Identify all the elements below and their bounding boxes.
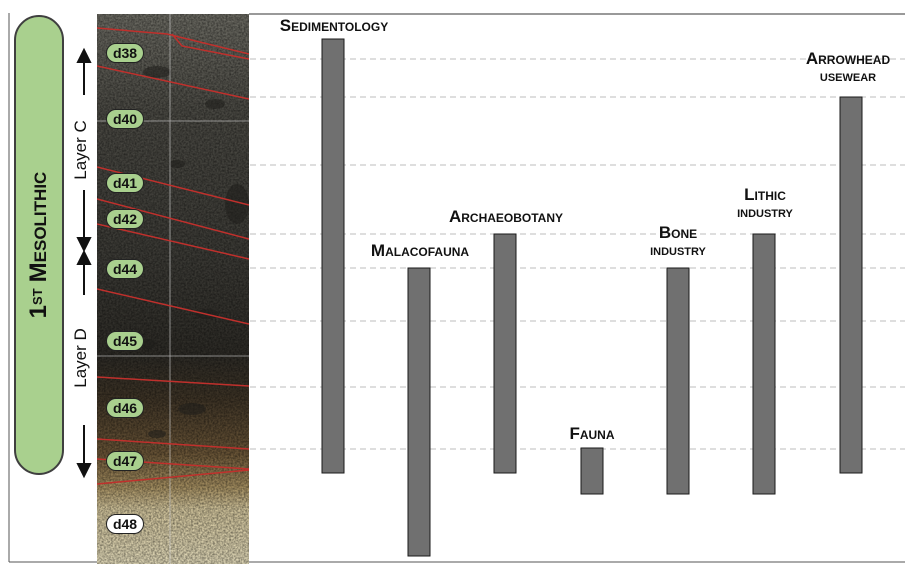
proxy-label-text: Malacofauna [370, 241, 470, 260]
layer-d-arrow-down-icon [76, 463, 92, 479]
proxy-label-fauna: Fauna [512, 425, 672, 444]
proxy-label-text: Arrowhead [805, 49, 891, 68]
stratigraphic-photo [97, 14, 249, 564]
photo-stones [138, 66, 249, 438]
sample-tag-d46: d46 [106, 398, 144, 418]
proxy-label-line2: usewear [819, 67, 877, 85]
proxy-label-malacofauna: Malacofauna [340, 242, 500, 261]
proxy-bar-lithic [752, 233, 776, 495]
proxy-label-bone: Bone industry [598, 224, 758, 259]
proxy-label-text: Lithic [744, 185, 786, 204]
layer-d-arrow-up-icon [76, 249, 92, 265]
proxy-bars [321, 38, 863, 557]
proxy-bar-malacofauna [407, 267, 431, 557]
depth-guides [250, 58, 905, 450]
proxy-label-text: Fauna [569, 424, 615, 443]
layer-d-label: Layer D [70, 324, 91, 392]
proxy-label-archaeobotany: Archaeobotany [426, 208, 586, 227]
sample-tag-d44: d44 [106, 259, 144, 279]
proxy-label-text: Bone [658, 223, 698, 242]
proxy-bar-bone [666, 267, 690, 495]
proxy-label-lithic: Lithic industry [685, 186, 845, 221]
proxy-bar-fauna [580, 447, 604, 495]
sample-tag-d47: d47 [106, 451, 144, 471]
layer-arrows [76, 47, 92, 479]
proxy-bar-sedimentology [321, 38, 345, 474]
proxy-label-text: Sedimentology [279, 16, 389, 35]
proxy-label-text: Archaeobotany [448, 207, 564, 226]
sample-tag-d42: d42 [106, 209, 144, 229]
sample-tag-d40: d40 [106, 109, 144, 129]
sample-tag-d48: d48 [106, 514, 144, 534]
proxy-label-arrowhead: Arrowhead usewear [768, 50, 905, 85]
proxy-label-sedimentology: Sedimentology [254, 17, 414, 36]
layer-c-arrow-down-icon [76, 237, 92, 253]
period-pill [14, 15, 64, 475]
proxy-label-line2: industry [737, 203, 793, 221]
proxy-bar-arrowhead [839, 96, 863, 474]
sample-tag-d38: d38 [106, 43, 144, 63]
layer-c-arrow-up-icon [76, 47, 92, 63]
sample-tag-d41: d41 [106, 173, 144, 193]
proxy-label-line2: industry [650, 241, 706, 259]
proxy-bar-archaeobotany [493, 233, 517, 474]
layer-c-label: Layer C [70, 116, 91, 184]
sample-tag-d45: d45 [106, 331, 144, 351]
